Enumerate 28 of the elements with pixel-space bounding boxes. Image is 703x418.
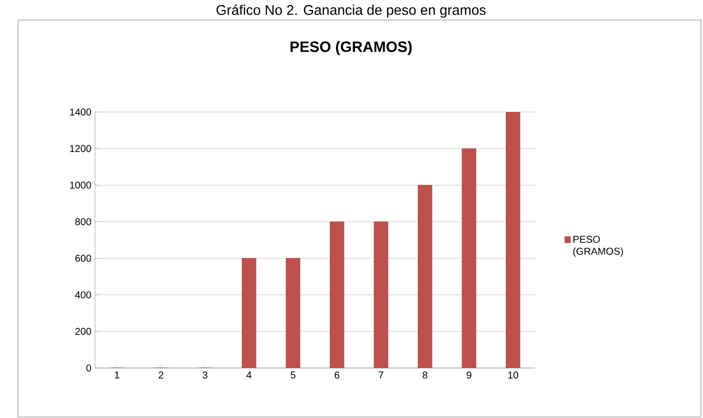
bar (242, 258, 256, 368)
legend-label: PESO (GRAMOS) (573, 236, 623, 257)
x-tick-label: 9 (466, 372, 472, 379)
y-tick-label: 0 (86, 364, 92, 372)
x-tick-label: 1 (115, 372, 120, 378)
bar (330, 222, 344, 368)
x-tick-label: 5 (290, 372, 296, 378)
y-tick-label: 400 (75, 291, 92, 298)
y-tick-label: 600 (75, 254, 92, 262)
x-tick-label: 7 (378, 372, 384, 378)
chart-subtitle: PESO (GRAMOS) (290, 41, 412, 55)
x-tick-label: 2 (158, 372, 164, 378)
bar (462, 148, 476, 368)
y-tick-label: 1400 (70, 108, 92, 116)
x-tick-label: 3 (202, 372, 208, 379)
x-tick-label: 4 (246, 372, 252, 378)
bar (418, 184, 432, 368)
bar (286, 258, 300, 368)
x-tick-label: 6 (334, 372, 340, 379)
x-tick-label: 8 (422, 372, 428, 379)
x-tick-label: 10 (508, 372, 518, 379)
bar (374, 222, 388, 368)
y-tick-label: 200 (75, 328, 92, 335)
y-tick-label: 1200 (70, 145, 92, 152)
y-tick-label: 800 (75, 218, 92, 226)
chart-title: Gráfico No 2. Ganancia de peso en gramos (216, 4, 486, 18)
y-tick-label: 1000 (70, 182, 92, 189)
bar (506, 112, 520, 368)
